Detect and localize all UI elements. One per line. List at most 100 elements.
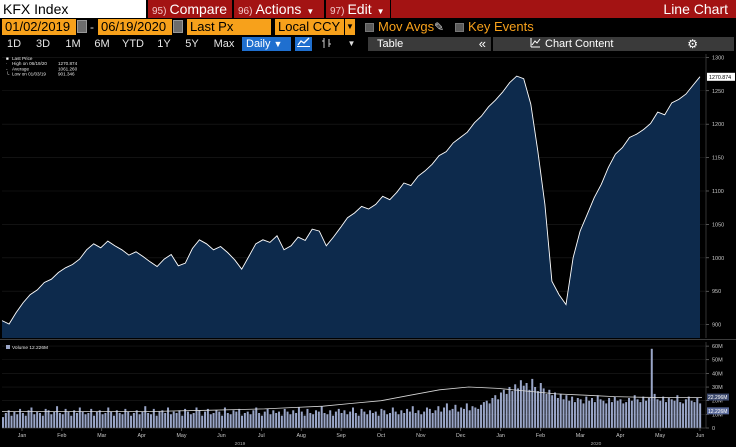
volume-bar: [255, 407, 258, 428]
collapse-icon[interactable]: «: [478, 36, 486, 51]
volume-bar: [138, 414, 141, 428]
period-select[interactable]: Daily ▼: [242, 37, 291, 51]
end-date-field[interactable]: 06/19/2020: [98, 19, 172, 35]
mov-avgs-checkbox[interactable]: [365, 23, 374, 32]
volume-bar: [124, 408, 127, 428]
volume-bar: [38, 413, 41, 428]
volume-bar: [258, 413, 261, 428]
timeframe-1m[interactable]: 1M: [65, 38, 81, 50]
volume-bar: [36, 411, 39, 428]
timeframe-1d[interactable]: 1D: [6, 38, 22, 50]
chart-content-label: Chart Content: [545, 38, 614, 50]
volume-bar: [682, 403, 685, 428]
volume-bar: [47, 410, 50, 428]
volume-bar: [591, 398, 594, 428]
volume-bar: [423, 411, 426, 428]
volume-bar: [161, 410, 164, 428]
x-tick-label: Sep: [336, 433, 345, 439]
volume-bar: [315, 410, 317, 428]
volume-bar: [189, 414, 192, 428]
volume-bar: [531, 378, 534, 428]
volume-bar: [226, 413, 229, 428]
pencil-icon[interactable]: ✎: [434, 20, 445, 34]
timeframe-3d[interactable]: 3D: [35, 38, 51, 50]
volume-bar: [24, 415, 27, 428]
volume-bar: [582, 403, 585, 428]
chart-content-button[interactable]: Chart Content ⚙: [493, 37, 734, 51]
volume-bar: [471, 406, 474, 428]
volume-bar: [21, 413, 24, 428]
volume-bar: [633, 395, 636, 428]
line-chart[interactable]: 900 950 1000 1050 1100 1150 1200 1250 1300 ■ Last…: [0, 52, 736, 447]
volume-moving-average-line: [2, 386, 702, 413]
table-button[interactable]: Table «: [368, 37, 491, 51]
volume-bar: [445, 403, 448, 428]
timeframe-ytd[interactable]: YTD: [122, 38, 144, 50]
line-chart-icon[interactable]: [295, 37, 312, 51]
price-line: [1, 75, 701, 325]
timeframe-6m[interactable]: 6M: [94, 38, 110, 50]
timeframe-max[interactable]: Max: [213, 38, 235, 50]
volume-bar: [2, 417, 4, 428]
field-select[interactable]: Last Px: [187, 19, 271, 35]
start-calendar-icon[interactable]: [77, 20, 87, 33]
volume-bar: [394, 411, 397, 428]
view-title: Line Chart: [391, 0, 736, 18]
price-legend-value: 1270.874: [58, 61, 78, 66]
last-price-tag-label: 1270.874: [709, 75, 731, 81]
price-legend-label: Last Price: [12, 56, 33, 61]
start-date-field[interactable]: 01/02/2019: [2, 19, 76, 35]
volume-bar: [329, 410, 332, 428]
timeframe-1y[interactable]: 1Y: [157, 38, 171, 50]
volume-bar: [286, 411, 289, 428]
edit-button[interactable]: 97) Edit ▼: [326, 0, 390, 18]
volume-bar: [44, 408, 47, 428]
compare-button[interactable]: 95) Compare: [148, 0, 232, 18]
volume-bar: [440, 411, 443, 428]
ohlc-bar-icon[interactable]: [318, 37, 335, 51]
actions-button[interactable]: 96) Actions ▼: [234, 0, 324, 18]
price-legend-value: 901.346: [58, 72, 75, 77]
timeframe-5y[interactable]: 5Y: [185, 38, 199, 50]
volume-bar: [642, 396, 645, 428]
gear-icon[interactable]: ⚙: [687, 37, 698, 51]
volume-bar: [425, 407, 428, 428]
volume-bar: [608, 398, 611, 428]
key-events-label[interactable]: Key Events: [468, 19, 534, 34]
volume-bar: [485, 400, 488, 428]
currency-dropdown-icon[interactable]: ▼: [345, 19, 355, 35]
end-calendar-icon[interactable]: [173, 20, 183, 33]
volume-bar: [306, 408, 309, 428]
currency-select[interactable]: Local CCY: [275, 19, 344, 35]
price-y-tick-label: 1050: [712, 222, 724, 228]
volume-bar: [514, 384, 517, 428]
volume-bar: [414, 413, 417, 428]
volume-bar: [585, 396, 588, 428]
x-tick-label: Oct: [377, 433, 386, 439]
volume-y-tick-label: 30M: [712, 385, 723, 391]
ticker-field[interactable]: KFX Index: [0, 0, 146, 18]
price-legend: ■ Last Price · High on 06/19/20 1270.874 - Ave…: [6, 56, 78, 77]
volume-bar: [571, 396, 574, 428]
chart-type-dropdown-icon[interactable]: ▼: [347, 39, 356, 48]
volume-bar: [380, 408, 383, 428]
volume-bar: [112, 415, 115, 428]
volume-bar: [656, 399, 659, 428]
volume-bar: [388, 413, 391, 428]
volume-bar: [497, 399, 500, 428]
volume-bar: [272, 410, 275, 428]
volume-bar: [468, 410, 471, 428]
price-y-tick-label: 1200: [712, 122, 724, 128]
volume-last-tag-label: 12.226M: [708, 409, 727, 415]
mov-avgs-label[interactable]: Mov Avgs: [378, 19, 435, 34]
volume-bar: [95, 411, 98, 428]
volume-bar: [118, 413, 121, 428]
volume-bar: [363, 411, 366, 428]
volume-bar: [115, 410, 118, 428]
volume-bar: [110, 411, 113, 428]
volume-bar: [397, 414, 400, 428]
key-events-checkbox[interactable]: [455, 23, 464, 32]
volume-bar: [67, 411, 70, 428]
volume-bar: [19, 408, 22, 428]
volume-bar: [690, 400, 693, 428]
